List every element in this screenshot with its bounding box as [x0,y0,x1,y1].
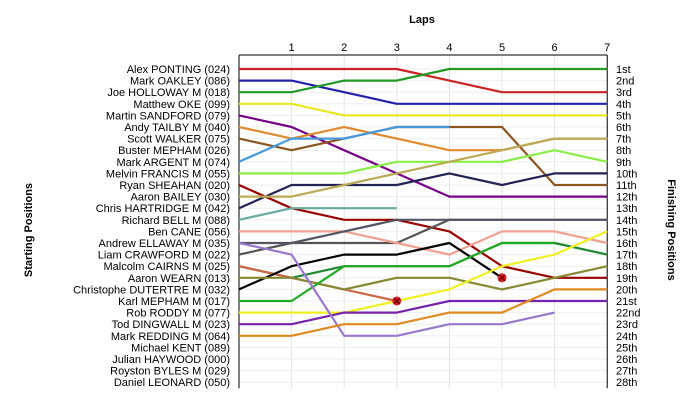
starting-position-label: Tod DINGWALL M (023) [112,319,230,331]
finishing-position-label: 8th [616,145,631,157]
finishing-position-label: 16th [616,238,637,250]
position-line [238,172,608,210]
starting-position-label: Matthew OKE (099) [133,99,230,111]
position-line [239,218,608,245]
finishing-position-label: 12th [616,192,637,204]
lap-tick-labels: 1 2 3 4 5 6 7 [289,42,611,54]
starting-position-label: Andrew ELLAWAY M (035) [99,238,230,250]
y-axis-label-right: Finishing Positions [665,179,677,280]
finishing-position-label: 13th [616,203,637,215]
finishing-position-label: 11th [616,180,637,192]
position-line [238,241,555,337]
finishing-position-label: 3rd [616,87,632,99]
starting-position-label: Melvin FRANCIS M (055) [106,168,230,180]
starting-position-label: Richard BELL M (088) [122,215,230,227]
starting-position-label: Mark ARGENT M (074) [117,157,231,169]
starting-position-label: Royston BYLES M (029) [110,366,230,378]
finishing-position-labels: 1st2nd3rd4th5th6th7th8th9th10th11th12th1… [616,64,640,389]
finishing-position-label: 24th [616,331,637,343]
position-line [239,149,608,175]
position-line [239,79,608,105]
starting-position-label: Karl MEPHAM M (017) [118,296,230,308]
starting-position-label: Scott WALKER (075) [127,134,230,146]
finishing-position-label: 1st [616,64,631,76]
lap-tick-label: 2 [341,42,347,54]
finishing-position-label: 20th [616,284,637,296]
lap-tick-label: 4 [446,42,452,54]
lap-tick-label: 7 [604,42,610,54]
starting-position-label: Aaron WEARN (013) [128,273,230,285]
lap-tick-label: 1 [289,42,295,54]
y-axis-label-left: Starting Positions [23,183,35,277]
starting-position-label: Buster MEPHAM (026) [118,145,230,157]
position-line [238,241,503,291]
starting-position-label: Mark REDDING M (064) [111,331,230,343]
finishing-position-label: 18th [616,261,637,273]
lap-tick-label: 5 [499,42,505,54]
starting-position-label: Ben CANE (056) [148,226,230,238]
starting-position-label: Martin SANDFORD (079) [106,110,230,122]
position-line [239,241,555,303]
starting-position-label: Andy TAILBY M (040) [124,122,230,134]
starting-position-label: Chris HARTRIDGE M (042) [96,203,230,215]
finishing-position-label: 27th [616,366,637,378]
position-line [239,299,608,326]
starting-position-label: Daniel LEONARD (050) [114,377,230,389]
finishing-position-label: 14th [616,215,637,227]
finishing-position-label: 10th [616,168,637,180]
starting-position-label: Mark OAKLEY (086) [130,76,230,88]
finishing-position-label: 5th [616,110,631,122]
position-line [239,288,608,337]
retirement-marker-cross [498,274,506,282]
position-line [238,114,608,198]
starting-position-label: Christophe DUTERTRE M (032) [73,284,230,296]
finishing-position-label: 26th [616,354,637,366]
retirement-markers [392,273,507,306]
position-line [239,137,608,198]
position-line [239,230,608,314]
starting-position-label: Aaron BAILEY (030) [131,192,230,204]
starting-position-label: Joe HOLLOWAY M (018) [107,87,230,99]
finishing-position-label: 21st [616,296,637,308]
lap-tick-label: 3 [394,42,400,54]
finishing-position-label: 22nd [616,308,640,320]
position-line [238,183,608,279]
position-line [238,207,397,221]
position-line [239,102,608,117]
starting-position-label: Rob RODDY M (077) [126,308,230,320]
starting-position-label: Malcolm CAIRNS M (025) [103,261,230,273]
finishing-position-label: 19th [616,273,637,285]
finishing-position-label: 17th [616,250,637,262]
lap-tick-label: 6 [552,42,558,54]
starting-position-label: Julian HAYWOOD (000) [112,354,230,366]
finishing-position-label: 28th [616,377,637,389]
finishing-position-label: 9th [616,157,631,169]
finishing-position-label: 25th [616,342,637,354]
starting-position-label: Alex PONTING (024) [127,64,230,76]
starting-position-label: Liam CRAWFORD M (022) [98,250,230,262]
finishing-position-label: 2nd [616,76,634,88]
finishing-position-label: 7th [616,134,631,146]
position-line [239,265,608,291]
position-line [239,67,608,94]
finishing-position-label: 6th [616,122,631,134]
finishing-position-label: 23rd [616,319,638,331]
retirement-marker-cross [393,297,401,305]
chart-title: Laps [409,14,435,26]
starting-position-labels: Alex PONTING (024)Mark OAKLEY (086)Joe H… [73,64,230,389]
position-line [238,125,450,163]
starting-position-label: Ryan SHEAHAN (020) [119,180,230,192]
starting-position-label: Michael KENT (089) [131,342,230,354]
finishing-position-label: 15th [616,226,637,238]
position-lines [238,67,608,337]
finishing-position-label: 4th [616,99,631,111]
